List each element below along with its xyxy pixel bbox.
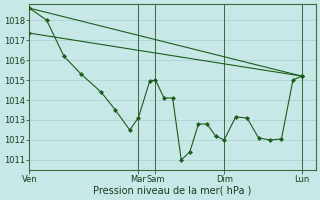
X-axis label: Pression niveau de la mer( hPa ): Pression niveau de la mer( hPa ) — [93, 186, 252, 196]
